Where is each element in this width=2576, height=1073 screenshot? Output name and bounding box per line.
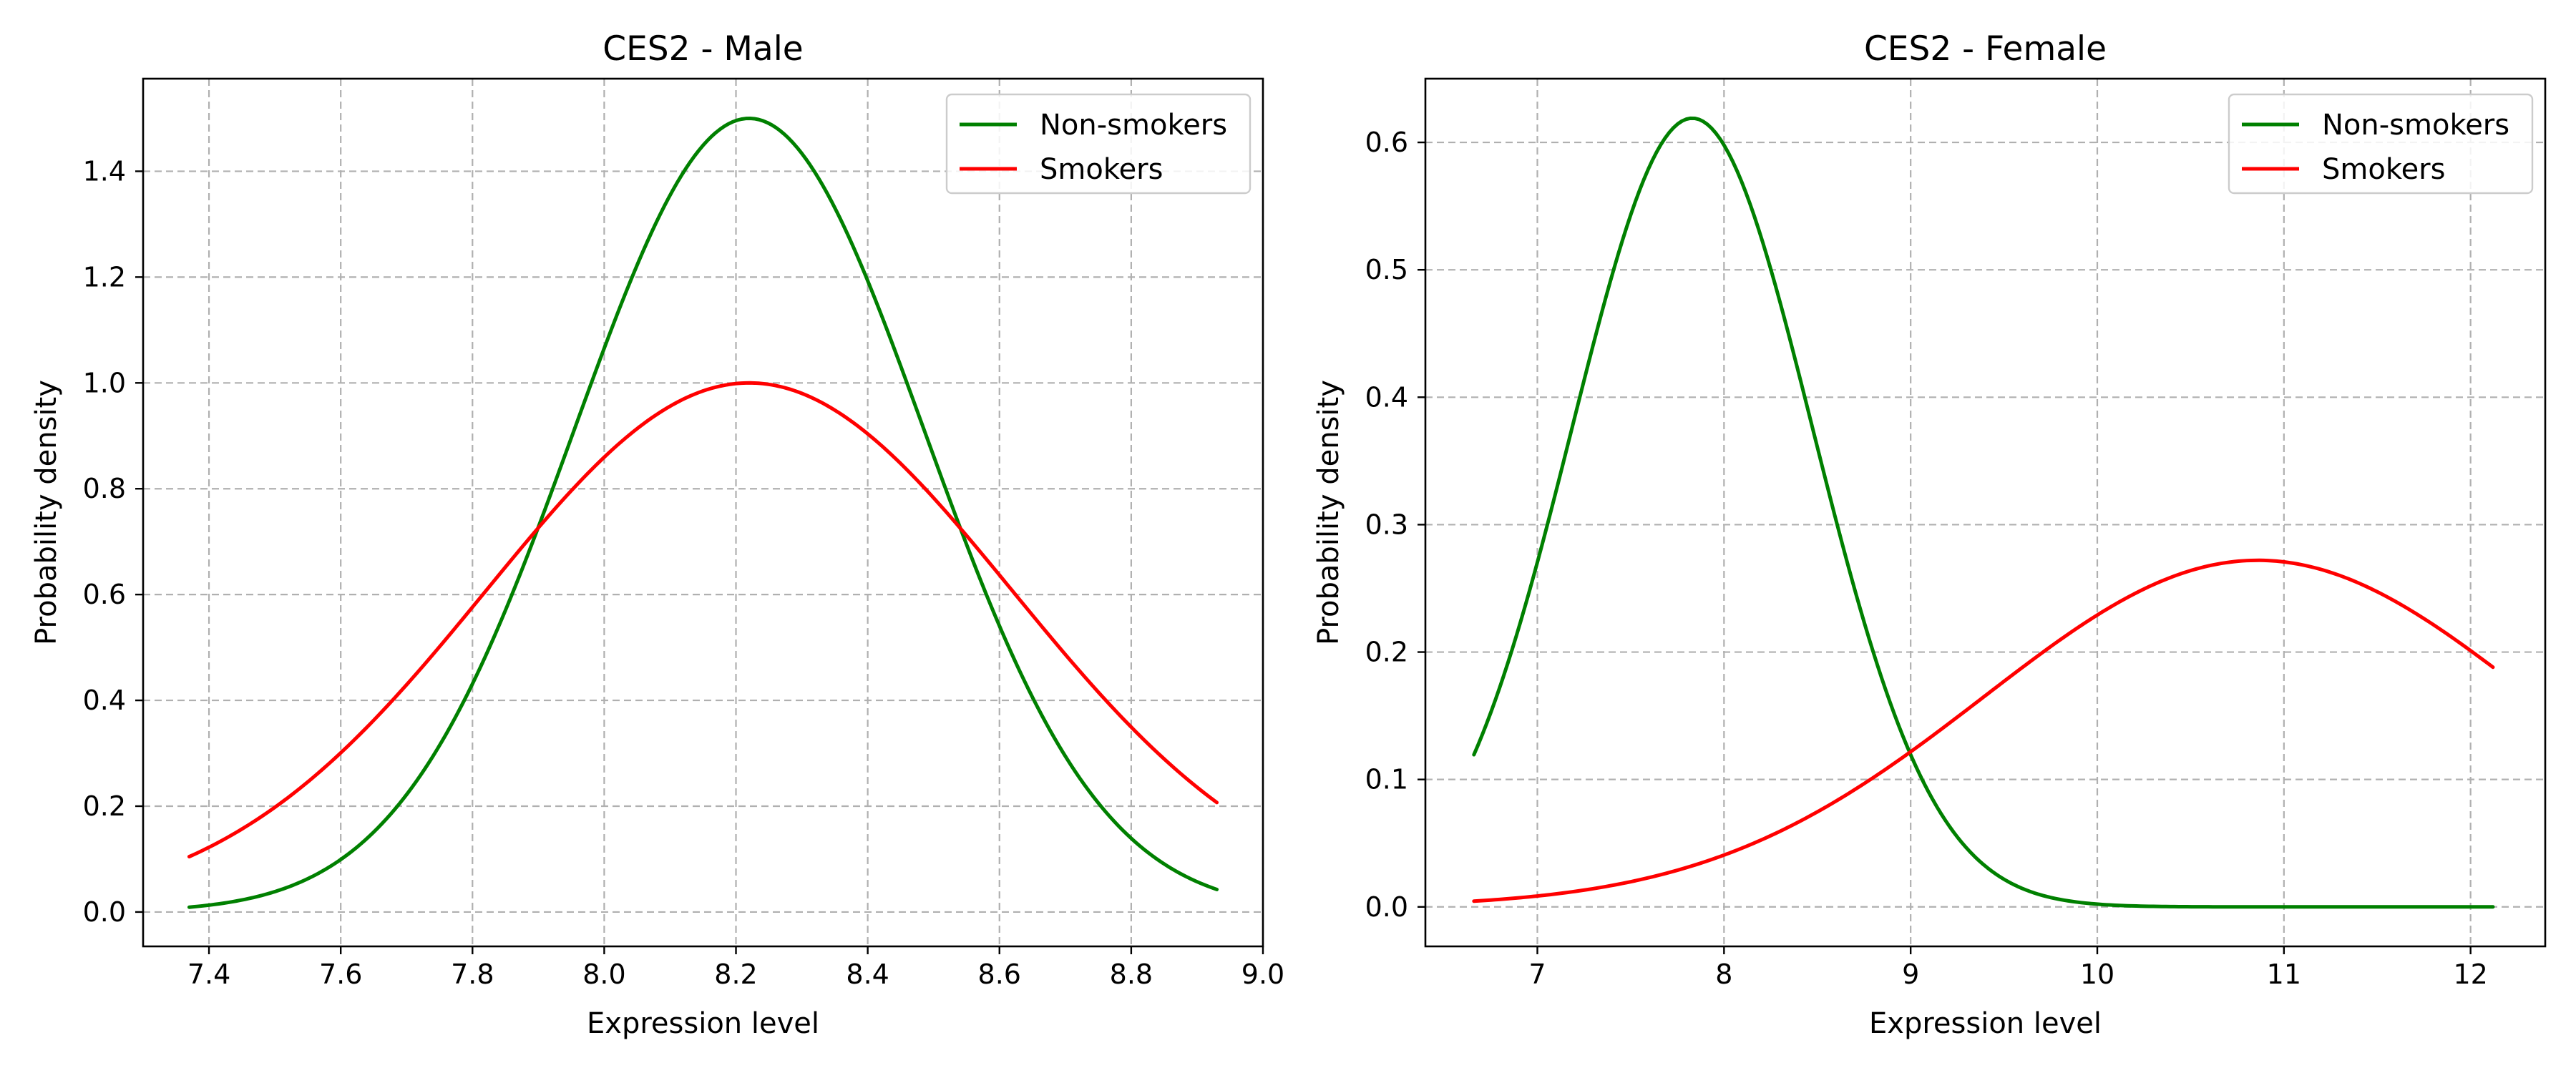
series-line-smokers	[1472, 558, 2495, 903]
y-tick-label: 0.6	[83, 579, 126, 610]
y-tick-label: 1.4	[83, 155, 126, 187]
plot-frame	[1424, 77, 2547, 948]
legend: Non-smokers Smokers	[2228, 93, 2534, 195]
y-tick-label: 0.0	[83, 896, 126, 928]
x-tick-label: 7	[1528, 959, 1546, 990]
y-tick-label: 0.4	[83, 685, 126, 716]
x-tick-label: 9	[1902, 959, 1919, 990]
y-tick-label: 0.3	[1365, 509, 1408, 540]
x-tick-label: 10	[2080, 959, 2114, 990]
x-tick-label: 7.6	[319, 959, 362, 990]
y-tick-label: 0.5	[1365, 254, 1408, 285]
y-tick-label: 0.8	[83, 473, 126, 504]
x-axis-label: Expression level	[587, 1007, 819, 1040]
y-tick-label: 1.2	[83, 261, 126, 293]
series-line-non-smokers	[1472, 116, 2495, 909]
x-tick-label: 7.4	[187, 959, 230, 990]
chart-title: CES2 - Male	[602, 29, 803, 69]
x-axis-label: Expression level	[1869, 1007, 2102, 1040]
series-line-smokers	[187, 381, 1219, 859]
x-tick-label: 11	[2267, 959, 2301, 990]
x-tick-label: 8	[1715, 959, 1732, 990]
legend-label: Non-smokers	[2322, 109, 2509, 142]
y-axis-label: Probability density	[1312, 380, 1345, 645]
y-tick-label: 0.2	[1365, 637, 1408, 668]
legend-label: Smokers	[1040, 153, 1163, 186]
legend-label: Non-smokers	[1040, 109, 1227, 142]
x-tick-label: 9.0	[1241, 959, 1284, 990]
x-tick-label: 12	[2453, 959, 2487, 990]
y-tick-label: 0.1	[1365, 764, 1408, 795]
legend: Non-smokers Smokers	[945, 93, 1252, 195]
x-tick-label: 8.4	[846, 959, 889, 990]
y-tick-label: 0.2	[83, 790, 126, 822]
subplot-1: 7.4 7.6 7.8 8.0 8.2 8.4 8.6 8.8 9.0 0.0 0.2 0.4 0.6 0…	[30, 29, 1284, 1040]
y-axis-label: Probability density	[30, 380, 63, 645]
chart-title: CES2 - Female	[1864, 29, 2107, 69]
legend-label: Smokers	[2322, 153, 2445, 186]
legend-box	[2228, 93, 2534, 195]
y-tick-label: 0.4	[1365, 381, 1408, 413]
y-tick-label: 0.6	[1365, 127, 1408, 158]
x-tick-label: 7.8	[451, 959, 494, 990]
y-tick-label: 0.0	[1365, 891, 1408, 923]
x-tick-label: 8.0	[582, 959, 625, 990]
x-tick-label: 8.2	[714, 959, 757, 990]
y-tick-label: 1.0	[83, 367, 126, 398]
subplot-2: 7 8 9 10 11 12 0.0 0.1 0.2 0.3 0.4 0.5 0.6 CES2 - Fem…	[1312, 29, 2547, 1040]
x-tick-label: 8.8	[1110, 959, 1153, 990]
x-tick-label: 8.6	[978, 959, 1021, 990]
legend-box	[945, 93, 1252, 195]
series-line-non-smokers	[187, 116, 1219, 909]
plot-frame	[142, 77, 1264, 948]
